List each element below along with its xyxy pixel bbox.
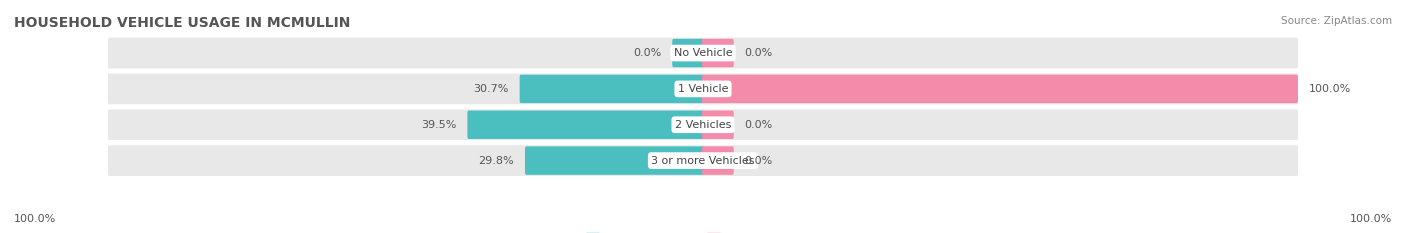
FancyBboxPatch shape [108,145,1298,176]
Text: No Vehicle: No Vehicle [673,48,733,58]
Text: 2 Vehicles: 2 Vehicles [675,120,731,130]
FancyBboxPatch shape [524,146,704,175]
Text: 100.0%: 100.0% [14,214,56,224]
FancyBboxPatch shape [467,110,704,139]
Text: 0.0%: 0.0% [633,48,661,58]
FancyBboxPatch shape [702,110,734,139]
Text: 3 or more Vehicles: 3 or more Vehicles [651,156,755,166]
FancyBboxPatch shape [702,39,734,67]
Text: 0.0%: 0.0% [745,156,773,166]
FancyBboxPatch shape [108,74,1298,104]
Text: Source: ZipAtlas.com: Source: ZipAtlas.com [1281,16,1392,26]
Text: 0.0%: 0.0% [745,120,773,130]
FancyBboxPatch shape [702,75,1298,103]
Text: 39.5%: 39.5% [422,120,457,130]
Text: 100.0%: 100.0% [1309,84,1351,94]
Text: HOUSEHOLD VEHICLE USAGE IN MCMULLIN: HOUSEHOLD VEHICLE USAGE IN MCMULLIN [14,16,350,30]
Legend: Owner-occupied, Renter-occupied: Owner-occupied, Renter-occupied [581,228,825,233]
FancyBboxPatch shape [702,146,734,175]
Text: 30.7%: 30.7% [474,84,509,94]
Text: 29.8%: 29.8% [478,156,515,166]
FancyBboxPatch shape [108,109,1298,140]
FancyBboxPatch shape [672,39,704,67]
Text: 1 Vehicle: 1 Vehicle [678,84,728,94]
FancyBboxPatch shape [520,75,704,103]
Text: 0.0%: 0.0% [745,48,773,58]
Text: 100.0%: 100.0% [1350,214,1392,224]
FancyBboxPatch shape [108,38,1298,69]
